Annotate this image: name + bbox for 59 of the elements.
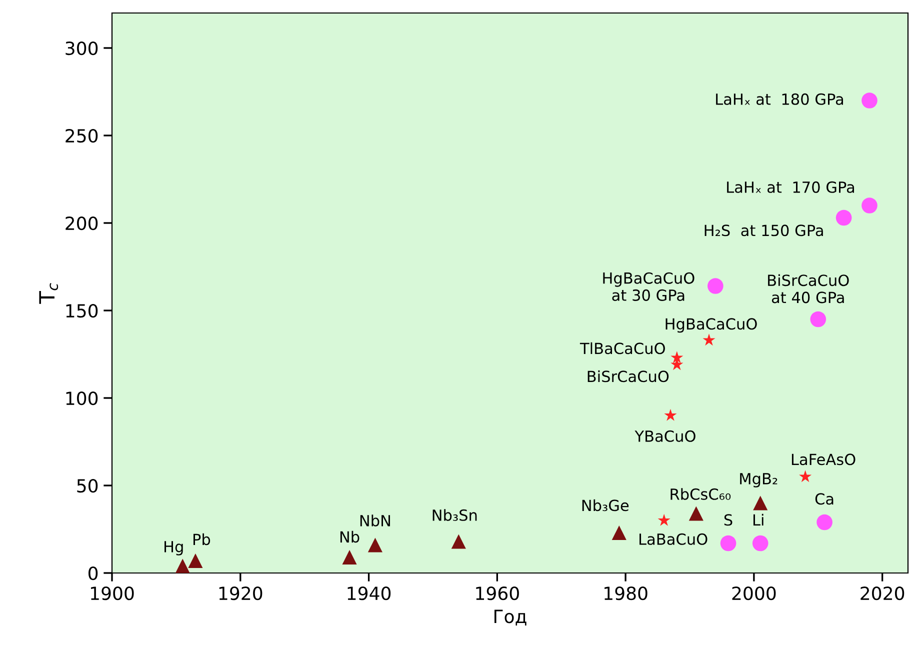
point	[752, 535, 768, 552]
annotation: Pb	[193, 533, 210, 546]
point	[188, 553, 203, 568]
point	[799, 470, 812, 482]
annotation: H₂S at 150 GPa	[704, 224, 823, 236]
annotation: TlBaCaCuO	[580, 342, 665, 354]
point	[175, 558, 190, 573]
y-tick-label: 50	[77, 478, 98, 493]
point	[862, 92, 878, 108]
point	[451, 534, 466, 549]
x-tick-label: 2000	[732, 586, 776, 600]
x-axis-title: Год	[494, 610, 526, 626]
annotation: BiSrCaCuO	[588, 370, 669, 382]
point	[862, 198, 878, 214]
annotation: Nb	[340, 530, 360, 543]
x-tick-label: 1960	[476, 586, 519, 600]
annotation: S	[724, 514, 732, 526]
point	[342, 550, 357, 565]
point	[670, 351, 684, 364]
annotation: MgB₂	[740, 473, 778, 488]
y-axis-title: T$_{c}$	[39, 283, 58, 304]
point	[708, 278, 724, 294]
annotation: RbCsC₆₀	[670, 488, 731, 500]
point	[720, 535, 736, 552]
annotation: Hg	[164, 541, 183, 556]
annotation: Nb₃Sn	[432, 509, 477, 521]
point	[810, 311, 826, 328]
y-tick-label: 100	[66, 391, 98, 406]
y-tick-label: 250	[66, 128, 98, 143]
point	[658, 514, 670, 526]
annotation: LaBaCuO	[640, 533, 708, 545]
x-tick-label: 2020	[860, 586, 904, 600]
annotation: HgBaCaCuO at 30 GPa	[603, 272, 694, 301]
point	[816, 514, 832, 530]
x-tick-label: 1900	[91, 586, 134, 600]
annotation: Li	[753, 514, 764, 526]
annotation: NbN	[360, 514, 390, 526]
x-tick-label: 1980	[604, 586, 648, 600]
annotation: BiSrCaCuO at 40 GPa	[768, 274, 849, 304]
y-tick-label: 150	[66, 304, 98, 318]
x-tick-label: 1920	[219, 586, 262, 600]
annotation: LaHₓ at 170 GPa	[727, 181, 854, 193]
annotation: LaFeAsO	[792, 454, 856, 466]
point	[664, 408, 677, 421]
point	[688, 506, 704, 521]
annotation: HgBaCaCuO	[666, 318, 757, 333]
x-tick-label: 1940	[348, 586, 391, 600]
point	[753, 496, 768, 510]
point	[836, 210, 852, 226]
y-tick-label: 0	[88, 566, 98, 580]
point	[368, 538, 382, 552]
annotation: LaHₓ at 180 GPa	[716, 93, 843, 105]
point	[702, 334, 716, 346]
annotation: YBaCuO	[634, 430, 696, 442]
y-tick-label: 300	[66, 41, 98, 56]
annotation: Ca	[815, 493, 834, 505]
point	[612, 525, 626, 540]
annotation: Nb₃Ge	[582, 499, 629, 512]
y-tick-label: 200	[66, 216, 98, 230]
